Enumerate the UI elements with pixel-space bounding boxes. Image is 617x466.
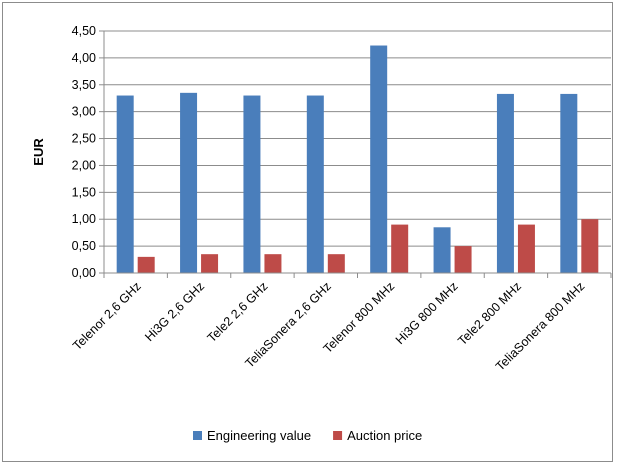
bar-engineering-value [116,95,134,274]
bar-auction-price [517,224,535,273]
y-axis-label: EUR [31,138,46,166]
y-tick-label: 2,00 [72,158,96,172]
axes [103,31,612,278]
y-tick-label: 4,50 [72,24,96,38]
bar-engineering-value [433,227,451,273]
y-tick-label: 0,50 [72,239,96,253]
x-tick-label: Hi3G 800 MHz [393,279,461,347]
bar-engineering-value [243,95,261,274]
bar-engineering-value [370,45,388,273]
y-tick-label: 1,50 [72,185,96,199]
bar-engineering-value [180,92,198,273]
legend-swatch [193,431,202,440]
y-tick-label: 2,50 [72,132,96,146]
bar-auction-price [327,254,345,273]
bars [116,45,599,274]
x-tick-label: Tele2 2,6 GHz [205,279,271,345]
bar-auction-price [391,224,409,273]
bar-auction-price [201,254,219,273]
bar-chart: 0,00 0,50 1,00 1,50 2,00 2,50 3,00 3,50 4,00 4,50… [31,24,612,443]
y-tick-label: 3,50 [72,78,96,92]
legend-label: Auction price [347,428,422,443]
bar-engineering-value [306,95,324,274]
legend: Engineering value Auction price [193,428,422,443]
bar-auction-price [137,256,155,273]
x-tick-label: Telenor 2,6 GHz [70,279,144,353]
y-tick-label: 4,00 [72,51,96,65]
legend-label: Engineering value [207,428,311,443]
chart-frame: 0,00 0,50 1,00 1,50 2,00 2,50 3,00 3,50 4,00 4,50… [2,2,613,462]
bar-auction-price [454,246,472,273]
bar-auction-price [581,219,599,273]
bar-engineering-value [560,93,578,273]
bar-auction-price [264,254,282,273]
y-axis-tick-labels: 0,00 0,50 1,00 1,50 2,00 2,50 3,00 3,50 4,00 4,50 [72,24,96,280]
bar-engineering-value [496,93,514,273]
y-tick-label: 1,00 [72,212,96,226]
x-tick-label: Tele2 800 MHz [455,279,524,348]
y-tick-label: 3,00 [72,105,96,119]
x-tick-label: Hi3G 2,6 GHz [142,279,207,344]
legend-swatch [333,431,343,440]
y-tick-label: 0,00 [72,266,96,280]
